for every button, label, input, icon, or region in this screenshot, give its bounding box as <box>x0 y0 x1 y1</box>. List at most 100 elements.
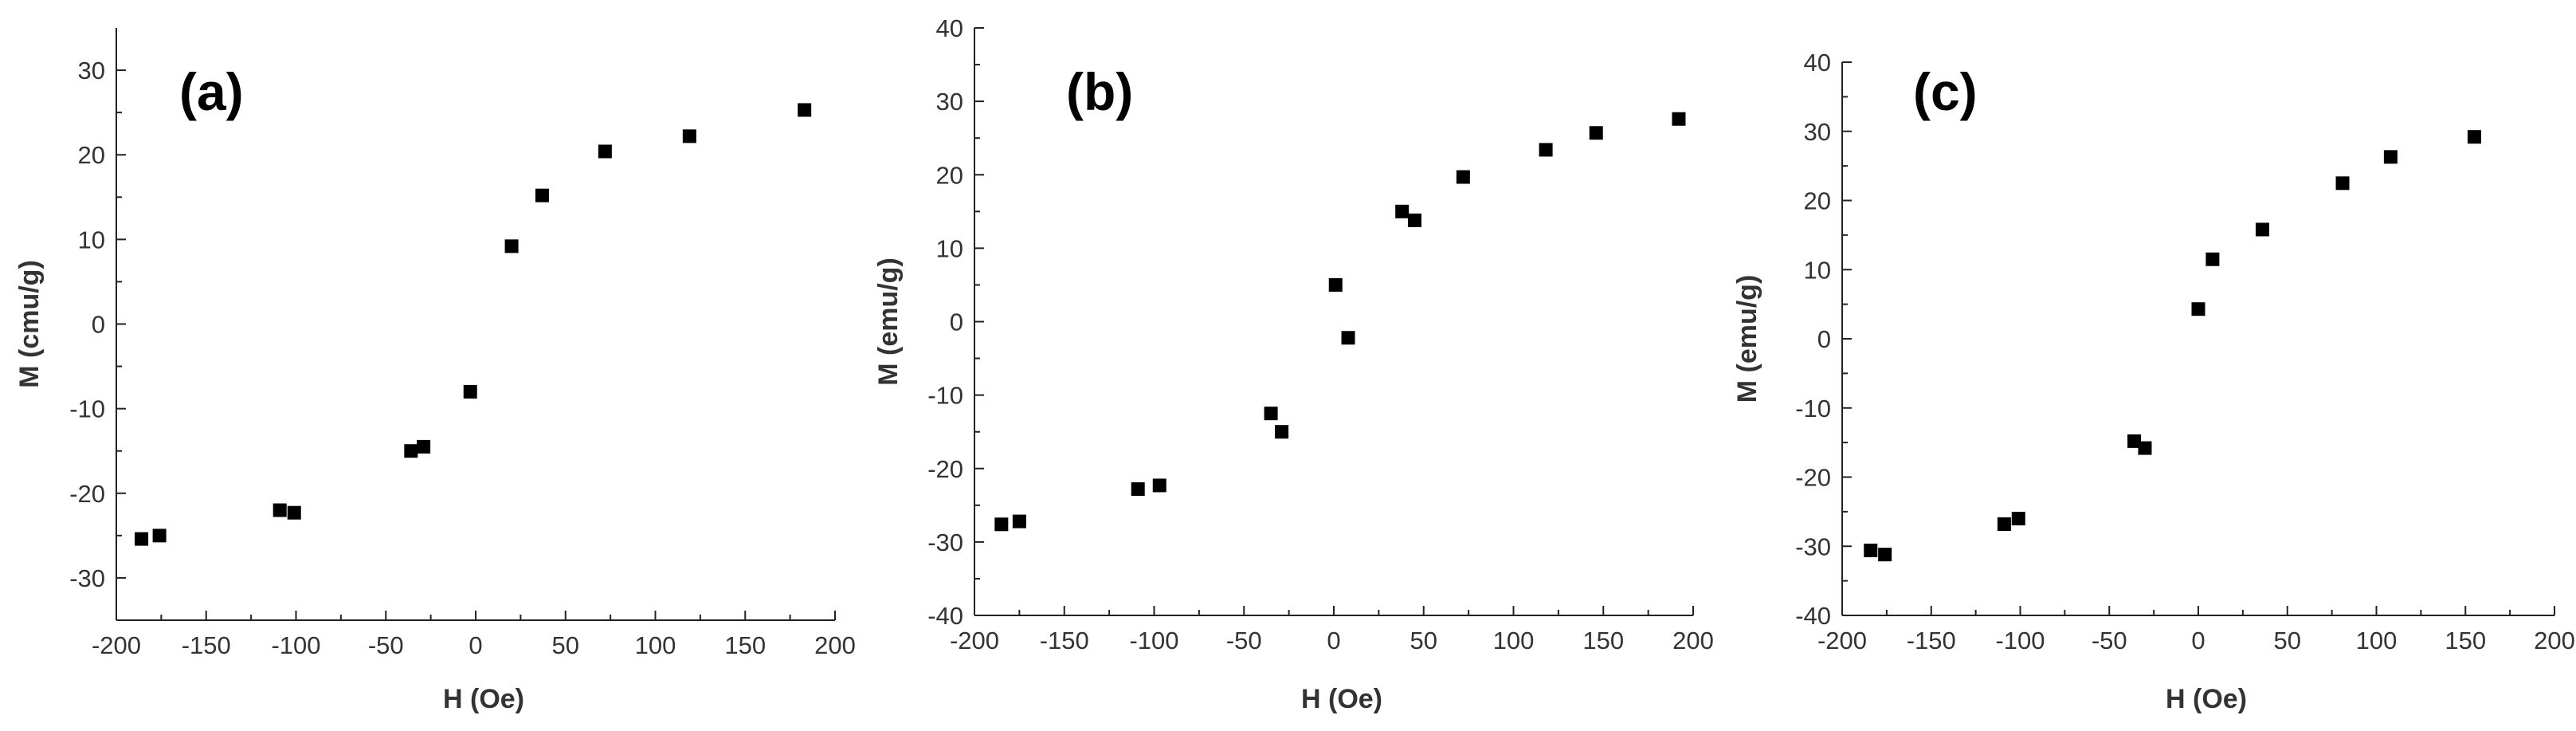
x-tick-label: 150 <box>1582 627 1624 654</box>
x-tick-label: 50 <box>552 631 579 659</box>
x-axis-label: H (Oe) <box>443 684 524 714</box>
data-point <box>1539 143 1553 157</box>
y-tick-label: 10 <box>1804 256 1831 284</box>
x-tick-label: -100 <box>1129 627 1178 654</box>
panel-label: (c) <box>1913 62 1978 121</box>
x-tick-label: 200 <box>1672 627 1714 654</box>
y-tick-label: -20 <box>927 455 963 483</box>
data-point <box>2255 222 2269 237</box>
data-point <box>2467 130 2481 144</box>
y-tick-label: 10 <box>936 234 963 262</box>
data-point <box>1152 478 1166 493</box>
x-tick-label: -150 <box>182 631 231 659</box>
x-tick-label: 100 <box>2356 627 2398 654</box>
chart-c-svg: -200 -150 -100 -50 0 50 100 150 200-40-30-20-100… <box>1732 49 2575 714</box>
x-tick-label: 0 <box>1327 627 1340 654</box>
data-point <box>404 444 418 458</box>
y-tick-label: 0 <box>1817 325 1831 353</box>
data-point <box>682 129 696 143</box>
data-point <box>598 144 612 159</box>
data-point <box>1264 407 1278 421</box>
y-tick-label: -30 <box>69 564 105 592</box>
data-point <box>1456 170 1470 184</box>
chart-panel-c: -200 -150 -100 -50 0 50 100 150 200 -40 -30 -20 -10 0… <box>1718 0 2576 731</box>
chart-panel-a: -200 -150 -100 -50 0 50 100 150 200 -30 -20 -10 0 10 2… <box>0 0 859 731</box>
x-tick-label: 100 <box>635 631 676 659</box>
y-tick-label: 30 <box>78 57 105 84</box>
x-tick-label: 50 <box>1410 627 1437 654</box>
data-point <box>1275 425 1289 439</box>
y-tick-label: 20 <box>1804 187 1831 215</box>
x-tick-label: -100 <box>1995 627 2045 654</box>
data-point <box>1131 482 1145 497</box>
x-tick-label: -50 <box>1226 627 1262 654</box>
x-tick-label: 0 <box>2191 627 2205 654</box>
y-tick-label: -30 <box>1795 533 1831 560</box>
x-tick-label: 150 <box>2445 627 2486 654</box>
chart-a-svg: -200 -150 -100 -50 0 50 100 150 200-30-20-100102… <box>14 28 856 714</box>
data-point <box>1012 514 1026 529</box>
y-tick-label: -20 <box>1795 464 1831 492</box>
data-point <box>2191 302 2205 316</box>
x-tick-label: -50 <box>368 631 404 659</box>
x-tick-label: -50 <box>2092 627 2127 654</box>
data-point <box>2011 512 2025 526</box>
y-tick-label: 10 <box>78 226 105 253</box>
y-tick-label: 0 <box>950 309 963 336</box>
x-tick-label: 50 <box>2274 627 2301 654</box>
data-point <box>1395 204 1410 218</box>
x-tick-label: -200 <box>92 631 141 659</box>
x-tick-label: -100 <box>271 631 320 659</box>
data-point <box>798 103 812 117</box>
y-tick-label: 20 <box>78 141 105 169</box>
data-point <box>1407 213 1421 227</box>
y-tick-label: 40 <box>936 14 963 42</box>
y-tick-label: 40 <box>1804 49 1831 77</box>
x-tick-label: -200 <box>1817 627 1867 654</box>
data-point <box>417 439 431 454</box>
data-point <box>535 188 549 202</box>
y-tick-label: 30 <box>936 88 963 116</box>
y-tick-label: 20 <box>936 161 963 189</box>
y-axis-label: M (cmu/g) <box>14 260 45 388</box>
panel-label: (a) <box>179 62 244 121</box>
y-tick-label: -40 <box>927 602 963 630</box>
y-tick-label: -30 <box>927 529 963 556</box>
y-tick-label: 30 <box>1804 118 1831 146</box>
data-point <box>1341 331 1355 345</box>
data-point <box>1878 548 1892 562</box>
panel-label: (b) <box>1066 62 1133 121</box>
y-tick-label: -10 <box>927 382 963 410</box>
chart-panel-b: -200 -150 -100 -50 0 50 100 150 200 -40 -30 -20 -10 0… <box>859 0 1718 731</box>
data-point <box>272 503 287 517</box>
data-point <box>463 384 477 399</box>
y-tick-label: 0 <box>92 311 105 339</box>
data-point <box>994 517 1009 532</box>
x-tick-label: 200 <box>2534 627 2575 654</box>
data-point <box>1672 112 1686 126</box>
chart-b-svg: -200 -150 -100 -50 0 50 100 150 200-40-30-20-100… <box>873 14 1714 714</box>
data-point <box>1997 517 2011 531</box>
y-tick-label: -10 <box>1795 395 1831 422</box>
data-point <box>2127 434 2142 448</box>
data-point <box>135 532 149 546</box>
x-tick-label: -150 <box>1040 627 1089 654</box>
y-axis-label: M (emu/g) <box>873 257 904 386</box>
x-tick-label: 150 <box>724 631 766 659</box>
data-point <box>1864 543 1878 557</box>
data-point <box>504 239 519 253</box>
data-point <box>2138 441 2152 455</box>
x-axis-label: H (Oe) <box>2166 684 2247 714</box>
y-tick-label: -20 <box>69 480 105 508</box>
x-tick-label: 100 <box>1493 627 1535 654</box>
data-point <box>287 505 301 520</box>
x-tick-label: -150 <box>1907 627 1956 654</box>
y-tick-label: -40 <box>1795 602 1831 630</box>
data-point <box>2205 252 2220 266</box>
x-axis-label: H (Oe) <box>1301 684 1382 714</box>
data-point <box>1589 126 1603 140</box>
data-point <box>1328 277 1343 292</box>
x-tick-label: -200 <box>950 627 999 654</box>
data-point <box>152 529 167 543</box>
y-tick-label: -10 <box>69 395 105 423</box>
